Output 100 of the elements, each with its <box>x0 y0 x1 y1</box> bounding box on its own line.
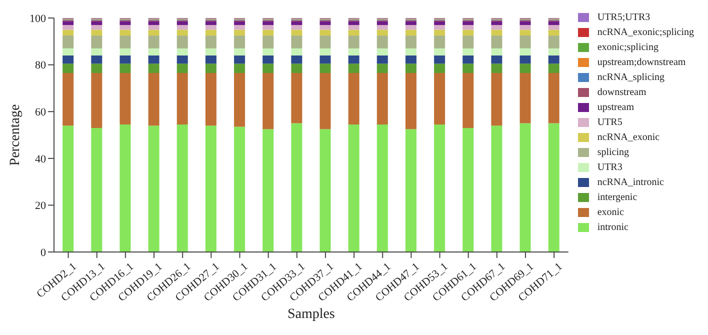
bar <box>520 30 531 36</box>
legend-label: downstream <box>597 87 646 98</box>
bar <box>91 64 102 73</box>
bar <box>91 128 102 252</box>
bar <box>434 64 446 73</box>
bar <box>291 123 302 252</box>
bar <box>376 36 388 48</box>
y-tick-label: 100 <box>30 12 46 25</box>
bar <box>520 123 531 252</box>
bar <box>376 72 388 124</box>
bar <box>320 25 331 30</box>
bar <box>234 72 246 127</box>
bar <box>91 22 102 26</box>
bar <box>148 64 160 73</box>
bar <box>548 48 560 56</box>
bar <box>234 36 246 48</box>
bar <box>91 36 102 48</box>
bar <box>462 36 474 48</box>
bar <box>520 22 531 26</box>
bar <box>262 64 274 73</box>
bar <box>520 48 531 56</box>
bar <box>262 36 274 48</box>
bar <box>434 36 446 48</box>
bar <box>120 22 131 26</box>
bar <box>205 25 216 30</box>
legend-label: upstream;downstream <box>597 57 686 68</box>
bar <box>405 25 416 30</box>
bar <box>348 64 360 73</box>
bar <box>491 30 502 36</box>
bar <box>320 72 331 130</box>
bar <box>205 30 216 36</box>
bar <box>462 22 474 26</box>
bar <box>148 25 160 30</box>
legend-label: intergenic <box>597 192 638 203</box>
bar <box>320 30 331 36</box>
bar <box>520 55 531 64</box>
bar <box>348 124 360 252</box>
bar <box>176 36 188 48</box>
bar <box>376 22 388 26</box>
bar <box>320 64 331 73</box>
bar <box>348 36 360 48</box>
bar <box>262 72 274 130</box>
legend-label: upstream <box>597 102 634 113</box>
legend-label: UTR3 <box>597 162 622 173</box>
bar <box>148 36 160 48</box>
bar <box>348 48 360 56</box>
bar <box>462 48 474 56</box>
bar <box>205 126 216 252</box>
bar <box>205 64 216 73</box>
bar <box>291 48 302 56</box>
bar <box>234 22 246 26</box>
bar <box>376 25 388 30</box>
bar <box>148 48 160 56</box>
y-tick-label: 20 <box>35 200 46 212</box>
bar <box>520 72 531 124</box>
bar <box>291 72 302 124</box>
bar <box>376 64 388 73</box>
bar <box>320 129 331 252</box>
bar <box>548 123 560 252</box>
bar <box>262 25 274 30</box>
legend-label: intronic <box>597 222 628 233</box>
bar <box>91 30 102 36</box>
bar <box>491 64 502 73</box>
bar <box>434 25 446 30</box>
bar <box>548 25 560 30</box>
bar <box>176 30 188 36</box>
bar <box>176 48 188 56</box>
bar <box>548 36 560 48</box>
bar <box>205 36 216 48</box>
bar <box>62 22 74 26</box>
bar <box>491 126 502 252</box>
bar <box>234 30 246 36</box>
bar <box>491 72 502 126</box>
bar <box>462 25 474 30</box>
bar <box>405 48 416 56</box>
bar <box>148 72 160 126</box>
bar <box>176 72 188 124</box>
bar <box>548 30 560 36</box>
bar <box>120 30 131 36</box>
bar <box>320 36 331 48</box>
bar <box>262 48 274 56</box>
bar <box>405 22 416 26</box>
bar <box>434 124 446 252</box>
bar <box>120 72 131 124</box>
bar <box>548 64 560 73</box>
legend-label: ncRNA_exonic;splicing <box>597 27 694 38</box>
legend-label: UTR5 <box>597 117 622 128</box>
bar <box>405 30 416 36</box>
bar <box>176 25 188 30</box>
y-tick-label: 40 <box>35 153 46 166</box>
legend-label: exonic;splicing <box>597 42 658 53</box>
bar <box>376 55 388 64</box>
y-tick-label: 60 <box>35 106 46 119</box>
bar <box>262 22 274 26</box>
bar <box>376 124 388 252</box>
bar <box>262 30 274 36</box>
bar <box>120 124 131 252</box>
bar <box>462 72 474 128</box>
bar <box>291 30 302 36</box>
bar <box>462 64 474 73</box>
